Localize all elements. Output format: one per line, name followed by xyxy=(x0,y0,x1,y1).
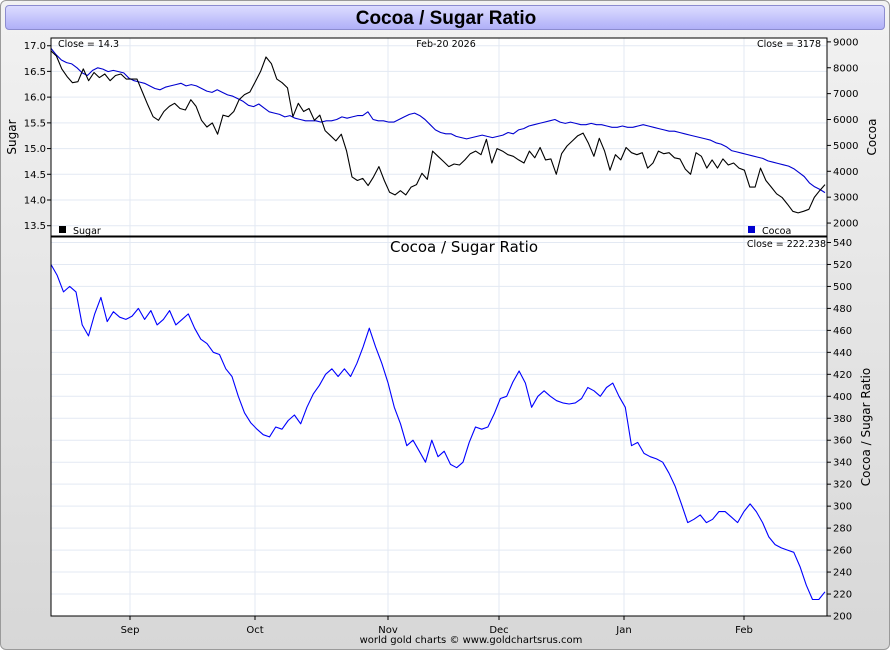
lower-panel-border xyxy=(50,236,828,617)
cocoa-axis-title: Cocoa xyxy=(865,118,879,155)
ratio-tick-label: 440 xyxy=(833,348,852,359)
ratio-tick-label: 340 xyxy=(833,458,852,469)
cocoa-tick-label: 7000 xyxy=(833,89,858,100)
cocoa-tick-label: 9000 xyxy=(833,37,858,48)
x-tick-label: Oct xyxy=(246,625,263,636)
cocoa-tick-label: 8000 xyxy=(833,63,858,74)
lower-panel-bg xyxy=(51,237,827,616)
ratio-panel-title: Cocoa / Sugar Ratio xyxy=(390,238,538,256)
cocoa-legend-swatch xyxy=(748,226,755,233)
x-tick-label: Nov xyxy=(378,625,398,636)
sugar-tick-label: 14.0 xyxy=(24,196,46,207)
ratio-tick-label: 320 xyxy=(833,480,852,491)
ratio-tick-label: 400 xyxy=(833,392,852,403)
upper-panel-bg xyxy=(51,38,827,236)
sugar-tick-label: 14.5 xyxy=(24,170,46,181)
sugar-tick-label: 17.0 xyxy=(24,41,46,52)
ratio-series-line xyxy=(50,264,826,601)
ratio-tick-label: 280 xyxy=(833,524,852,535)
ratio-tick-label: 380 xyxy=(833,414,852,425)
chart-date: Feb-20 2026 xyxy=(416,39,476,50)
ratio-tick-label: 300 xyxy=(833,502,852,513)
ratio-tick-label: 220 xyxy=(833,590,852,601)
ratio-close-label: Close = 222.238 xyxy=(747,239,826,250)
cocoa-tick-label: 5000 xyxy=(833,141,858,152)
ratio-tick-label: 260 xyxy=(833,546,852,557)
cocoa-tick-label: 4000 xyxy=(833,167,858,178)
sugar-tick-label: 15.0 xyxy=(24,144,46,155)
ratio-tick-label: 480 xyxy=(833,304,852,315)
footer-credit: world gold charts © www.goldchartsrus.co… xyxy=(360,635,583,646)
sugar-legend-swatch xyxy=(59,226,66,233)
sugar-legend-label: Sugar xyxy=(73,226,101,237)
sugar-series-line xyxy=(50,50,826,214)
cocoa-close-label: Close = 3178 xyxy=(757,39,821,50)
x-tick-label: Jan xyxy=(615,625,631,636)
title-bar: Cocoa / Sugar Ratio xyxy=(5,5,885,30)
ratio-tick-label: 460 xyxy=(833,326,852,337)
cocoa-series-line xyxy=(50,48,826,194)
sugar-tick-label: 15.5 xyxy=(24,118,46,129)
ratio-tick-label: 420 xyxy=(833,370,852,381)
cocoa-legend-label: Cocoa xyxy=(762,226,791,237)
sugar-axis-title: Sugar xyxy=(5,119,19,154)
page-title: Cocoa / Sugar Ratio xyxy=(355,8,537,29)
x-tick-label: Sep xyxy=(121,625,140,636)
cocoa-tick-label: 6000 xyxy=(833,115,858,126)
sugar-tick-label: 13.5 xyxy=(24,221,46,232)
x-tick-label: Dec xyxy=(489,625,508,636)
ratio-tick-label: 520 xyxy=(833,260,852,271)
ratio-tick-label: 200 xyxy=(833,612,852,623)
cocoa-tick-label: 3000 xyxy=(833,193,858,204)
upper-panel-border xyxy=(50,37,828,237)
cocoa-tick-label: 2000 xyxy=(833,219,858,230)
sugar-close-label: Close = 14.3 xyxy=(58,39,119,50)
ratio-axis-title: Cocoa / Sugar Ratio xyxy=(859,368,873,486)
ratio-tick-label: 240 xyxy=(833,568,852,579)
ratio-tick-label: 500 xyxy=(833,282,852,293)
sugar-tick-label: 16.0 xyxy=(24,93,46,104)
x-tick-label: Feb xyxy=(735,625,753,636)
sugar-tick-label: 16.5 xyxy=(24,67,46,78)
ratio-tick-label: 360 xyxy=(833,436,852,447)
ratio-tick-label: 540 xyxy=(833,238,852,249)
